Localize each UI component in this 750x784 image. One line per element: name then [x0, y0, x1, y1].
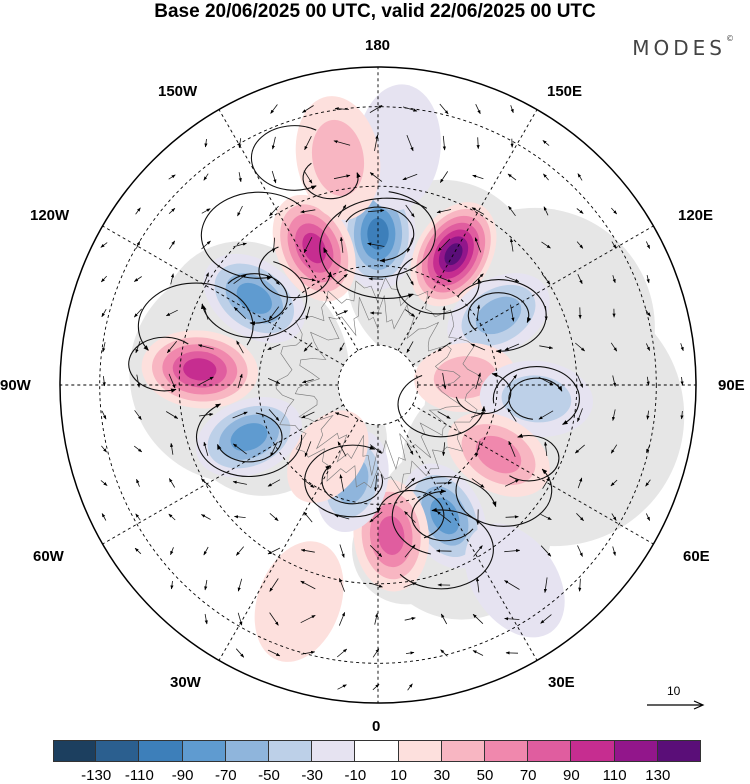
colorbar-tick-label: -70	[215, 767, 237, 784]
colorbar-bin	[658, 740, 701, 762]
polar-stereographic-map	[0, 0, 750, 735]
colorbar-bin	[96, 740, 139, 762]
reference-vector-arrow	[646, 698, 706, 712]
colorbar-bin	[399, 740, 442, 762]
colorbar-bin	[355, 740, 398, 762]
colorbar-tick-label: 110	[603, 767, 627, 784]
colorbar-tick-label: 30	[433, 767, 450, 784]
colorbar-bin	[183, 740, 226, 762]
lon-label-90w: 90W	[0, 377, 31, 395]
lon-label-180: 180	[365, 37, 390, 55]
lon-label-60e: 60E	[683, 548, 710, 566]
lon-label-90e: 90E	[718, 377, 745, 395]
colorbar-bin	[312, 740, 355, 762]
colorbar-bin	[442, 740, 485, 762]
colorbar-bin	[615, 740, 658, 762]
lon-label-30e: 30E	[548, 674, 575, 692]
colorbar-tick-label: 130	[645, 767, 670, 784]
colorbar-tick-label: -30	[301, 767, 323, 784]
colorbar-tick-label: -50	[258, 767, 280, 784]
colorbar-tick-label: -130	[81, 767, 111, 784]
colorbar-tick-label: 50	[477, 767, 494, 784]
lon-label-120e: 120E	[678, 207, 713, 225]
colorbar-bin	[226, 740, 269, 762]
colorbar-bin	[53, 740, 96, 762]
lon-label-60w: 60W	[33, 548, 64, 566]
colorbar-bin	[571, 740, 614, 762]
colorbar-bin	[269, 740, 312, 762]
lon-label-150e: 150E	[547, 83, 582, 101]
lon-label-0: 0	[372, 718, 380, 736]
lon-label-120w: 120W	[30, 207, 69, 225]
lon-label-150w: 150W	[158, 83, 197, 101]
colorbar-tick-label: 70	[520, 767, 537, 784]
colorbar-bin	[485, 740, 528, 762]
colorbar-tick-label: -110	[125, 767, 154, 784]
colorbar-tick-label: -10	[345, 767, 367, 784]
colorbar-tick-label: 10	[390, 767, 407, 784]
colorbar-bin	[528, 740, 571, 762]
colorbar-tick-label: -90	[172, 767, 194, 784]
lon-label-30w: 30W	[170, 674, 201, 692]
colorbar-tick-label: 90	[563, 767, 580, 784]
reference-vector-label: 10	[667, 684, 680, 698]
colorbar	[53, 740, 701, 762]
colorbar-bin	[139, 740, 182, 762]
